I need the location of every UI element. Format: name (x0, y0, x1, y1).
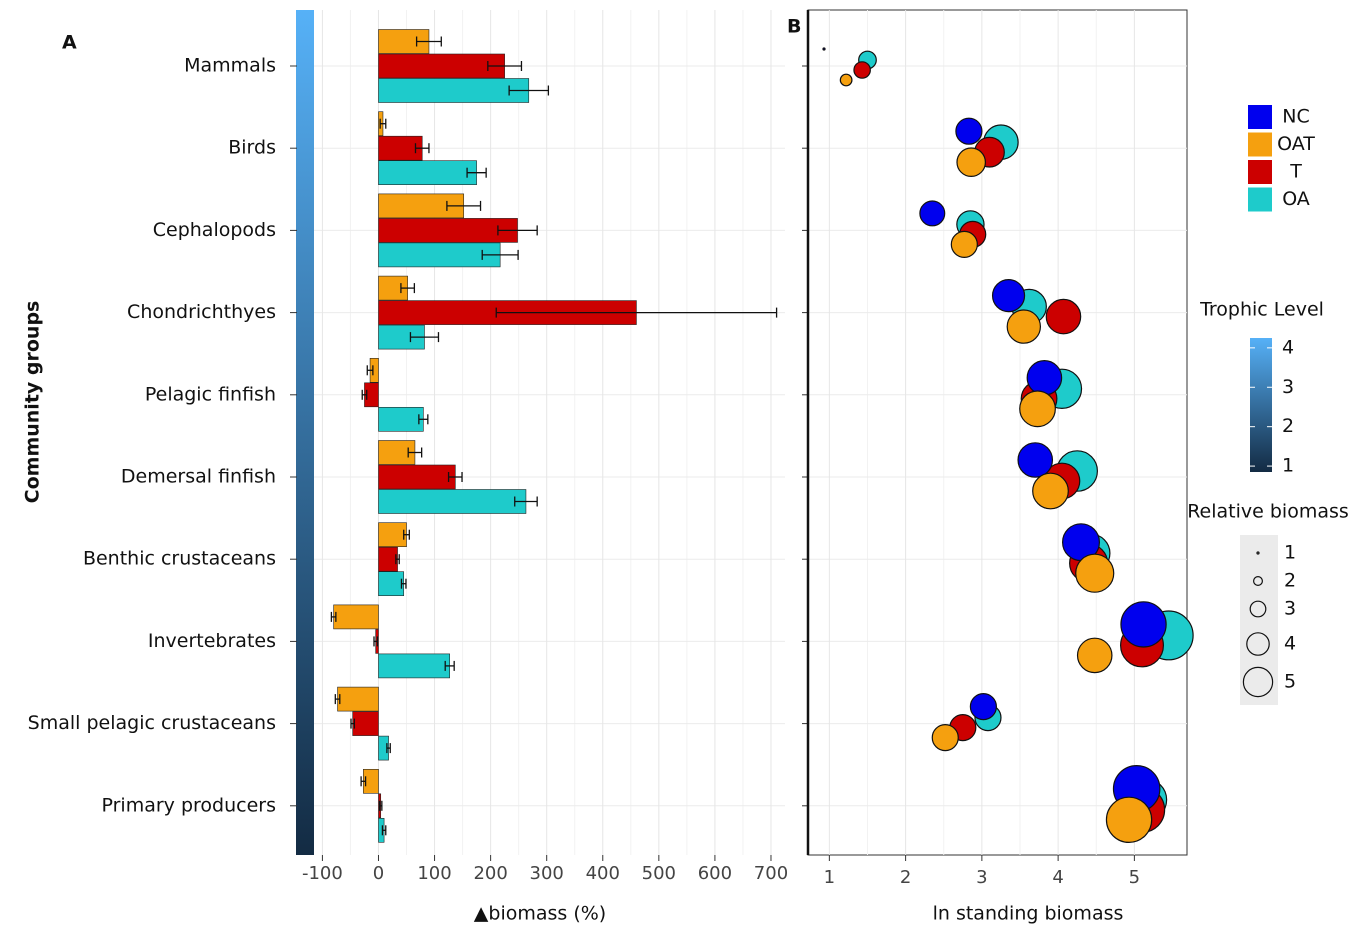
x-tick-label: -100 (302, 863, 343, 884)
legend-label: T (1289, 161, 1302, 183)
size-label: 5 (1284, 671, 1296, 693)
y-axis-title: Community groups (22, 301, 44, 504)
colorbar (1250, 338, 1272, 472)
legend-label: NC (1282, 106, 1309, 128)
x-axis-title: ▲biomass (%) (474, 903, 606, 925)
bar (378, 654, 449, 678)
x-tick-label: 200 (473, 863, 507, 884)
bubble (951, 231, 977, 257)
x-tick-label: 5 (1129, 867, 1140, 888)
bubble (957, 148, 985, 176)
y-tick-label: Mammals (184, 55, 276, 77)
bubble (1106, 797, 1151, 842)
colorbar-label: 1 (1282, 455, 1294, 477)
bar (338, 687, 379, 711)
bubble (1033, 473, 1069, 509)
x-tick-label: 0 (373, 863, 384, 884)
x-tick-label: 700 (754, 863, 788, 884)
bar (378, 407, 423, 431)
bar (353, 712, 379, 736)
bubble (854, 62, 870, 78)
bubble (993, 280, 1025, 312)
bubble (1078, 638, 1112, 672)
size-label: 4 (1284, 633, 1296, 655)
size-label: 1 (1284, 542, 1296, 564)
x-tick-label: 300 (530, 863, 564, 884)
bubble (1020, 391, 1056, 427)
bar (378, 465, 455, 489)
figure: A B Community groups ▲biomass (%) ln sta… (0, 0, 1364, 928)
x-tick-label: 600 (698, 863, 732, 884)
x-tick-label: 500 (642, 863, 676, 884)
size-label: 3 (1284, 598, 1296, 620)
bubble (1027, 361, 1061, 395)
bar (378, 218, 517, 242)
x-tick-label: 1 (824, 867, 835, 888)
y-tick-label: Small pelagic crustaceans (28, 712, 276, 734)
trophic-bar (296, 10, 314, 855)
size-label: 2 (1284, 570, 1296, 592)
x-axis-title: ln standing biomass (933, 903, 1124, 925)
bubble (1076, 554, 1114, 592)
bubble (1121, 602, 1166, 647)
colorbar-label: 3 (1282, 376, 1294, 398)
legend-label: OAT (1277, 133, 1315, 155)
bar (334, 605, 379, 629)
legend-swatch (1248, 133, 1272, 157)
x-tick-label: 2 (900, 867, 911, 888)
bubble (840, 74, 852, 86)
bubble (932, 725, 958, 751)
y-tick-label: Demersal finfish (121, 466, 276, 488)
bar (378, 490, 525, 514)
x-tick-label: 4 (1052, 867, 1063, 888)
x-tick-label: 400 (586, 863, 620, 884)
legend-title: Relative biomass (1187, 501, 1349, 523)
y-tick-label: Benthic crustaceans (83, 548, 276, 570)
legend-swatch (1248, 160, 1272, 184)
bar (378, 54, 504, 78)
legend-title: Trophic Level (1199, 299, 1324, 321)
bar (378, 79, 528, 103)
y-tick-label: Pelagic finfish (145, 383, 276, 405)
x-tick-label: 3 (976, 867, 987, 888)
x-tick-label: 100 (417, 863, 451, 884)
y-tick-label: Invertebrates (148, 630, 276, 652)
bubble (1007, 310, 1040, 343)
colorbar-label: 2 (1282, 415, 1294, 437)
legend-swatch (1248, 105, 1272, 129)
bubble (823, 48, 825, 50)
bubble (1018, 443, 1052, 477)
y-tick-label: Birds (228, 137, 276, 159)
bar (378, 161, 476, 185)
bar (378, 523, 406, 547)
panel-label: B (787, 16, 801, 38)
bar (378, 547, 397, 571)
legend-label: OA (1282, 188, 1310, 210)
colorbar-label: 4 (1282, 336, 1294, 358)
bubble (970, 694, 996, 720)
bubble (1046, 299, 1080, 333)
legend-swatch (1248, 188, 1272, 212)
y-tick-label: Cephalopods (153, 219, 276, 241)
y-tick-label: Primary producers (102, 794, 277, 816)
panel-label: A (62, 32, 77, 54)
bubble (920, 201, 945, 226)
bubble (956, 118, 982, 144)
bar (378, 572, 403, 596)
y-tick-label: Chondrichthyes (127, 301, 276, 323)
